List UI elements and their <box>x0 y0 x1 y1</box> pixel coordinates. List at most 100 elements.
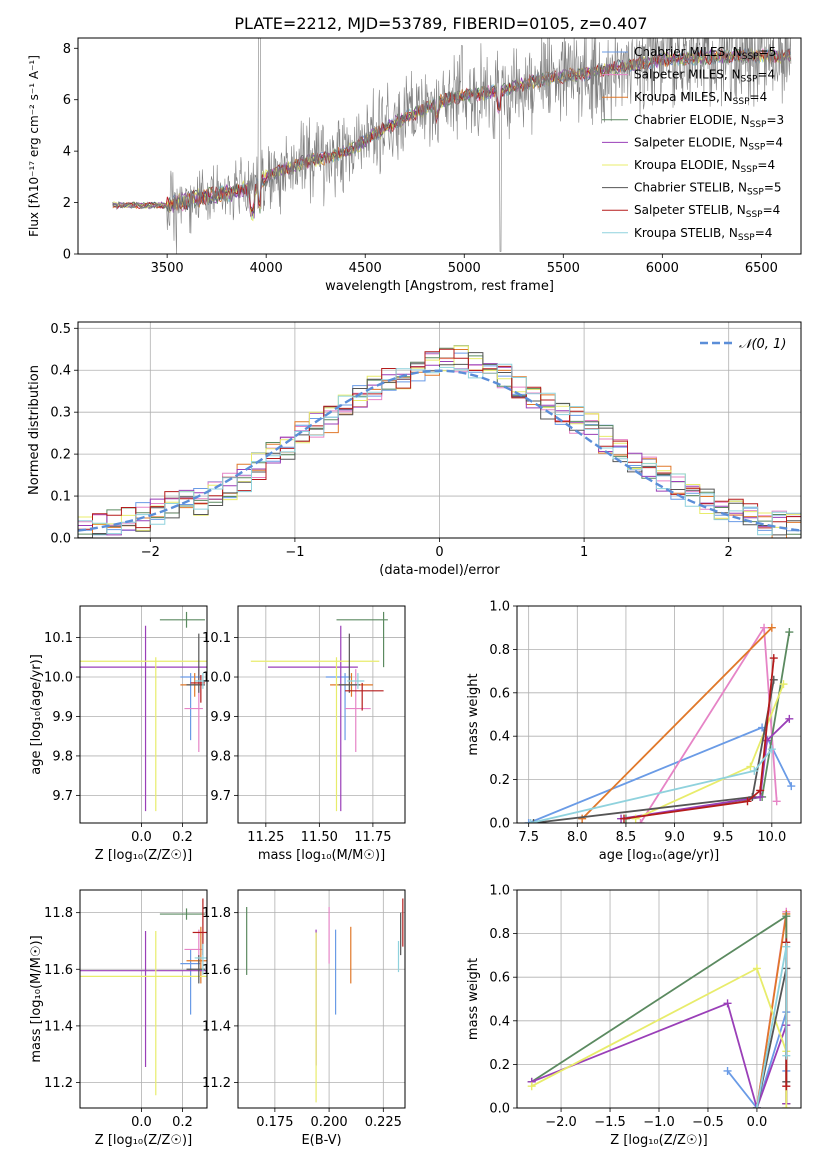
errorbar-point-ke <box>80 657 207 812</box>
plot-area-mass-vs-EBV <box>246 898 404 1103</box>
data-point-marker <box>723 1066 732 1075</box>
x-tick-label: −0.5 <box>692 1115 724 1130</box>
panel-mass-weight-vs-Z: −2.0 −1.5 −1.0 −0.5 0.0 0.0 0.2 0.4 0.6 0.8 1.0 Z [… <box>466 884 802 1148</box>
data-point-marker <box>619 814 628 823</box>
data-point-marker <box>762 736 771 745</box>
plot-area-residuals <box>78 345 801 538</box>
legend-label: Kroupa STELIB, NSSP=4 <box>634 226 772 243</box>
legend-label-sub: SSP <box>738 233 755 243</box>
axes-frame <box>77 37 802 255</box>
gaussian-curve <box>78 369 801 532</box>
y-tick-label: 0.0 <box>489 817 510 832</box>
data-point-marker <box>782 1104 791 1108</box>
legend-label-sub: SSP <box>748 142 765 152</box>
axes-frame <box>77 321 802 539</box>
data-point-marker <box>750 766 759 775</box>
data-point-marker <box>785 714 794 723</box>
y-axis-label: mass [log₁₀(M/M☉)] <box>29 935 44 1062</box>
x-tick-label: 3500 <box>151 261 184 276</box>
legend-entry: Kroupa STELIB, NSSP=4 <box>602 226 772 243</box>
y-tick-label: 11.2 <box>202 1076 231 1091</box>
x-tick-label: 0.200 <box>310 1115 347 1130</box>
y-tick-label: 10.1 <box>202 631 231 646</box>
legend-label: Salpeter ELODIE, NSSP=4 <box>634 135 783 152</box>
data-point-marker <box>782 1051 791 1060</box>
y-tick-label: 11.8 <box>202 906 231 921</box>
data-point-marker <box>760 623 769 632</box>
data-point-marker <box>526 819 535 823</box>
errorbar-point-ks <box>194 943 207 975</box>
legend-label: Kroupa MILES, NSSP=4 <box>634 90 767 107</box>
series-ss <box>619 654 778 823</box>
data-point-marker <box>743 797 752 806</box>
legend: 𝒩(0, 1) <box>700 337 786 352</box>
data-point-marker <box>746 762 755 771</box>
data-point-marker <box>752 1104 761 1108</box>
errorbar-point-cm <box>325 673 352 741</box>
y-axis-label: mass weight <box>466 673 481 755</box>
errorbar-point-cm <box>180 949 201 1015</box>
y-tick-label: 0.2 <box>489 1058 510 1073</box>
axes-frame <box>516 605 802 824</box>
legend-label-main: Kroupa STELIB, N <box>634 226 738 240</box>
y-tick-label: 0.8 <box>489 643 510 658</box>
x-tick-label: 9.0 <box>664 830 685 845</box>
legend-label: Kroupa ELODIE, NSSP=4 <box>634 158 775 175</box>
legend-label-main: Salpeter STELIB, N <box>634 203 746 217</box>
data-point-marker <box>631 814 640 823</box>
plot-area-mass-vs-Z <box>80 898 207 1096</box>
x-tick-label: 0 <box>435 545 443 560</box>
legend-label-main: Chabrier ELODIE, N <box>634 113 750 127</box>
legend-label-sub: SSP <box>741 75 758 85</box>
legend-entry: Kroupa MILES, NSSP=4 <box>602 90 767 107</box>
y-tick-label: 0.2 <box>50 448 71 463</box>
panel-spectrum: 3500 4000 4500 5000 5500 6000 6500 0 2 4 6 8 wavelen… <box>27 37 802 294</box>
data-point-marker <box>785 628 794 637</box>
legend-label-sub: SSP <box>741 165 758 175</box>
panel-age-vs-Z: 0.0 0.2 9.7 9.8 9.9 10.0 10.1 Z [log₁₀(Z/Z☉)] ag… <box>29 605 208 863</box>
errorbar-point-ks <box>194 673 207 689</box>
y-tick-label: 9.9 <box>210 710 231 725</box>
series-km <box>578 623 776 823</box>
y-tick-label: 10.1 <box>44 631 73 646</box>
plot-area-mass-weight-vs-age <box>524 623 796 823</box>
series-ks <box>526 745 776 823</box>
data-point-marker <box>529 819 538 823</box>
legend-entry: Kroupa ELODIE, NSSP=4 <box>602 158 775 175</box>
x-tick-label: 0.2 <box>172 830 193 845</box>
y-tick-label: 11.4 <box>202 1019 231 1034</box>
legend-entry: Chabrier MILES, NSSP=5 <box>602 45 776 62</box>
y-tick-label: 0.0 <box>489 1102 510 1117</box>
data-point-marker <box>779 680 788 689</box>
data-point-marker <box>782 942 791 951</box>
panel-residuals: −2 −1 0 1 2 0.0 0.1 0.2 0.3 0.4 0.5 (data-model)/er… <box>27 321 802 578</box>
x-tick-label: 5500 <box>547 261 580 276</box>
errorbar-point-ce <box>159 611 205 628</box>
y-tick-label: 1.0 <box>489 600 510 615</box>
legend-label: Chabrier MILES, NSSP=5 <box>634 45 776 62</box>
legend-label-sub: SSP <box>746 210 763 220</box>
x-tick-label: 0.0 <box>131 830 152 845</box>
panel-mass-vs-EBV: 0.175 0.200 0.225 11.2 11.4 11.6 11.8 E(B-V) <box>202 889 406 1148</box>
errorbar-point-cm <box>180 673 201 741</box>
legend-label: Chabrier STELIB, NSSP=5 <box>634 181 782 198</box>
legend-label: Salpeter MILES, NSSP=4 <box>634 68 775 85</box>
data-point-marker <box>767 745 776 754</box>
legend-label-sub: SSP <box>733 97 750 107</box>
y-tick-label: 11.2 <box>44 1076 73 1091</box>
x-tick-label: 4500 <box>349 261 382 276</box>
y-tick-label: 0.8 <box>489 927 510 942</box>
data-point-marker <box>769 654 778 663</box>
errorbar-point-ke <box>250 657 380 812</box>
x-axis-label: (data-model)/error <box>379 563 500 578</box>
y-tick-label: 0 <box>63 248 71 263</box>
x-tick-label: 2 <box>725 545 733 560</box>
legend-entry: Chabrier STELIB, NSSP=5 <box>602 181 782 198</box>
data-point-marker <box>752 964 761 973</box>
x-axis-label: E(B-V) <box>301 1133 341 1148</box>
legend-label: 𝒩(0, 1) <box>739 337 786 352</box>
axes-frame <box>79 889 208 1109</box>
y-tick-label: 4 <box>63 145 71 160</box>
y-axis-label: age [log₁₀(age/yr)] <box>29 654 44 775</box>
figure-title: PLATE=2212, MJD=53789, FIBERID=0105, z=0… <box>234 14 647 33</box>
